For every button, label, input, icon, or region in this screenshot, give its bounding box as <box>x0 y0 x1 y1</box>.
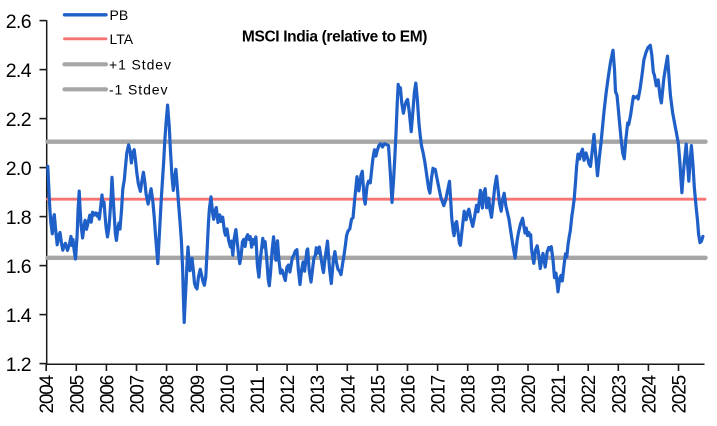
svg-text:+1 Stdev: +1 Stdev <box>109 57 172 73</box>
svg-text:2008: 2008 <box>158 375 179 413</box>
svg-text:2010: 2010 <box>218 375 239 413</box>
svg-text:2016: 2016 <box>399 375 420 413</box>
svg-text:2.4: 2.4 <box>6 60 32 82</box>
svg-text:2009: 2009 <box>188 375 209 413</box>
svg-text:2004: 2004 <box>37 374 58 413</box>
svg-text:2017: 2017 <box>429 375 450 413</box>
svg-text:2005: 2005 <box>67 375 88 413</box>
svg-text:2021: 2021 <box>549 375 570 413</box>
svg-text:MSCI India (relative to EM): MSCI India (relative to EM) <box>242 29 427 46</box>
svg-text:LTA: LTA <box>110 31 134 47</box>
svg-text:1.4: 1.4 <box>6 305 32 327</box>
svg-text:-1 Stdev: -1 Stdev <box>109 82 168 98</box>
svg-text:PB: PB <box>110 7 129 23</box>
svg-text:2019: 2019 <box>489 375 510 413</box>
svg-text:2023: 2023 <box>609 375 630 413</box>
svg-text:2006: 2006 <box>97 375 118 413</box>
svg-text:2011: 2011 <box>248 377 269 414</box>
svg-text:2012: 2012 <box>278 375 299 413</box>
svg-text:2025: 2025 <box>670 375 691 413</box>
svg-text:2013: 2013 <box>308 375 329 413</box>
svg-text:2022: 2022 <box>579 375 600 413</box>
svg-text:2.6: 2.6 <box>6 11 31 33</box>
svg-text:2020: 2020 <box>519 375 540 413</box>
svg-text:2024: 2024 <box>639 374 660 413</box>
svg-text:2007: 2007 <box>128 375 149 413</box>
svg-text:1.6: 1.6 <box>6 256 31 278</box>
svg-text:2014: 2014 <box>338 374 359 413</box>
svg-text:1.8: 1.8 <box>6 207 31 229</box>
svg-text:2015: 2015 <box>368 375 389 413</box>
svg-text:2018: 2018 <box>459 375 480 413</box>
svg-text:2.0: 2.0 <box>6 158 32 180</box>
svg-text:2.2: 2.2 <box>6 109 31 131</box>
svg-text:1.2: 1.2 <box>6 354 31 376</box>
